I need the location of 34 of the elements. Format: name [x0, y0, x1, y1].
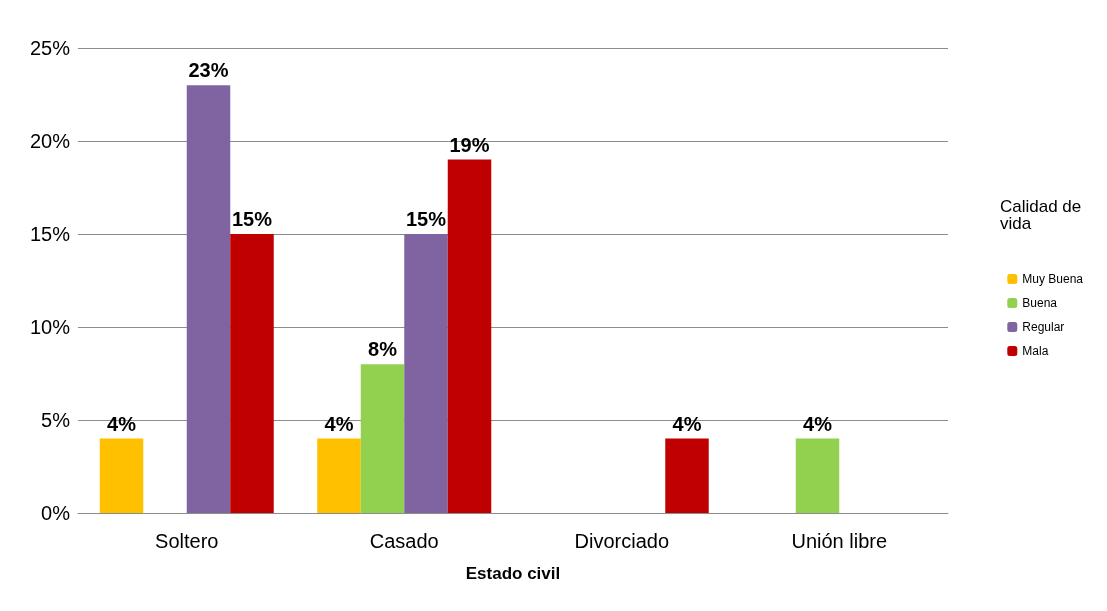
legend-label: Mala [1022, 344, 1049, 358]
data-label: 23% [188, 59, 229, 82]
bar [795, 438, 840, 513]
x-tick-label: Divorciado [574, 530, 669, 552]
legend-label: Muy Buena [1022, 272, 1084, 286]
y-tick-label: 5% [41, 409, 71, 431]
legend-label: Buena [1022, 296, 1058, 310]
x-axis-title: Estado civil [465, 564, 561, 583]
y-tick-label: 0% [41, 502, 71, 524]
bar [665, 438, 709, 513]
data-label: 4% [324, 412, 354, 435]
bar [99, 438, 144, 513]
legend-title: Calidad de vida [1000, 197, 1087, 233]
x-tick-label: Soltero [155, 530, 219, 552]
bar [447, 159, 492, 513]
y-tick-label: 15% [29, 223, 71, 245]
bar [360, 364, 405, 513]
y-tick-label: 25% [29, 37, 71, 59]
data-label: 15% [231, 208, 273, 230]
y-tick-label: 10% [29, 316, 71, 338]
bar [186, 85, 231, 513]
legend-label: Regular [1022, 320, 1065, 334]
y-tick-label: 20% [29, 130, 71, 152]
bar [230, 234, 274, 513]
data-label: 4% [672, 412, 702, 435]
x-tick-label: Casado [369, 530, 439, 552]
data-label: 4% [803, 412, 833, 435]
bar [317, 438, 361, 513]
data-label: 15% [405, 208, 447, 230]
data-label: 4% [107, 412, 137, 435]
data-label: 19% [449, 133, 490, 156]
bar [404, 234, 448, 513]
data-label: 8% [368, 338, 398, 361]
x-tick-label: Unión libre [791, 530, 888, 552]
